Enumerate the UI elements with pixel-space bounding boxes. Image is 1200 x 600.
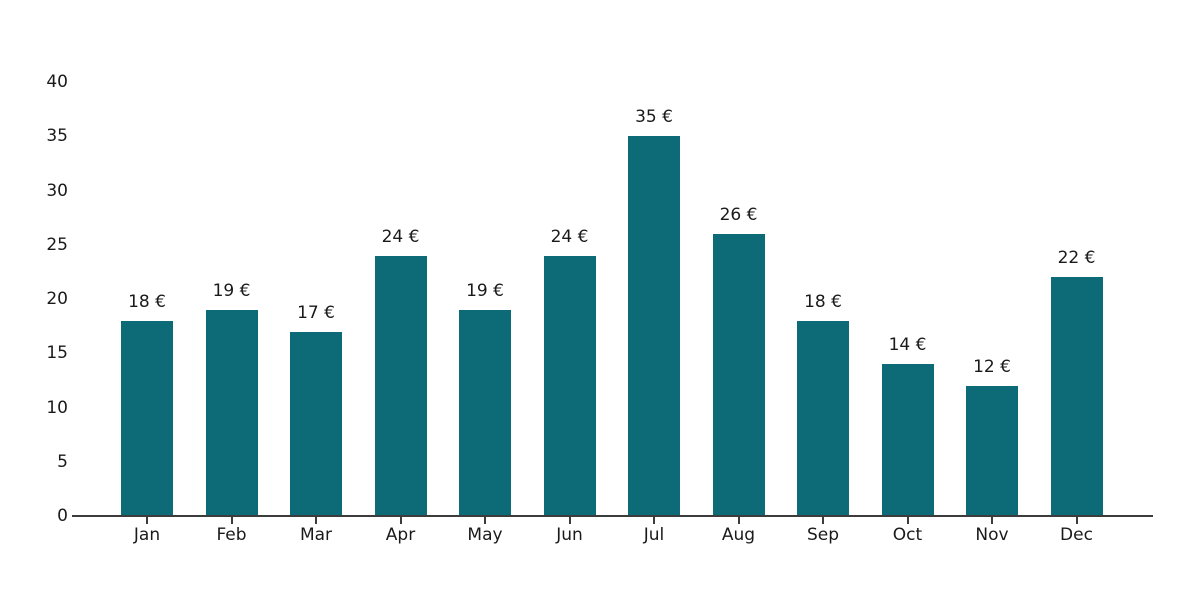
- x-axis-tick: [484, 517, 486, 524]
- bar-value-label: 26 €: [719, 204, 758, 225]
- bar-feb: [205, 309, 258, 516]
- x-axis-label-oct: Oct: [892, 525, 923, 545]
- y-axis-tick-label: 20: [46, 289, 68, 309]
- bar-mar: [290, 331, 342, 516]
- x-axis-label-may: May: [467, 525, 503, 545]
- x-axis-tick: [230, 517, 233, 524]
- y-axis-tick-label: 0: [57, 506, 68, 526]
- y-axis-tick-label: 5: [57, 451, 68, 472]
- y-axis-tick-label: 25: [46, 234, 68, 255]
- bar-value-label: 24 €: [381, 226, 420, 247]
- bar-jan: [121, 320, 173, 516]
- y-axis-tick-label: 40: [46, 72, 68, 92]
- x-axis-tick: [653, 517, 655, 524]
- bar-may: [459, 309, 511, 516]
- bar-oct: [881, 364, 934, 516]
- bar-aug: [712, 233, 765, 516]
- bar-value-label: 19 €: [466, 280, 504, 301]
- bar-value-label: 14 €: [888, 335, 927, 356]
- x-axis-tick: [399, 517, 402, 524]
- bar-value-label: 18 €: [128, 291, 166, 312]
- x-axis-label-apr: Apr: [385, 525, 416, 545]
- bar-value-label: 12 €: [973, 356, 1011, 377]
- x-axis-label-sep: Sep: [806, 525, 840, 545]
- x-axis-tick: [1075, 517, 1078, 524]
- bar-apr: [374, 255, 427, 516]
- x-axis-tick: [568, 517, 571, 524]
- x-axis-tick: [737, 517, 740, 524]
- x-axis-tick: [906, 517, 909, 524]
- bar-jul: [628, 136, 680, 516]
- x-axis-label-jun: Jun: [556, 525, 583, 545]
- x-axis-label-nov: Nov: [975, 525, 1009, 545]
- bar-jun: [543, 255, 596, 516]
- x-axis-tick: [315, 517, 317, 524]
- bar-value-label: 35 €: [635, 107, 673, 128]
- bar-value-label: 22 €: [1057, 248, 1096, 269]
- x-axis-label-jan: Jan: [133, 525, 161, 545]
- x-axis-label-mar: Mar: [299, 525, 333, 545]
- bar-nov: [966, 385, 1018, 516]
- x-axis-label-jul: Jul: [643, 525, 665, 545]
- y-axis-tick-label: 15: [46, 343, 68, 364]
- x-axis-tick: [822, 517, 824, 524]
- x-axis-label-dec: Dec: [1060, 525, 1093, 545]
- x-axis-line: [72, 515, 1153, 517]
- y-axis-tick-label: 30: [46, 180, 68, 201]
- bar-sep: [797, 320, 849, 516]
- bar-value-label: 24 €: [550, 226, 589, 247]
- y-axis-tick-label: 35: [46, 126, 68, 147]
- bar-value-label: 18 €: [804, 291, 842, 312]
- x-axis-tick: [991, 517, 993, 524]
- bar-value-label: 19 €: [212, 280, 251, 301]
- bar-dec: [1050, 277, 1103, 516]
- bar-value-label: 17 €: [297, 302, 335, 323]
- x-axis-label-aug: Aug: [721, 525, 756, 545]
- x-axis-tick: [146, 517, 148, 524]
- x-axis-label-feb: Feb: [216, 525, 247, 545]
- y-axis-tick-label: 10: [46, 397, 68, 418]
